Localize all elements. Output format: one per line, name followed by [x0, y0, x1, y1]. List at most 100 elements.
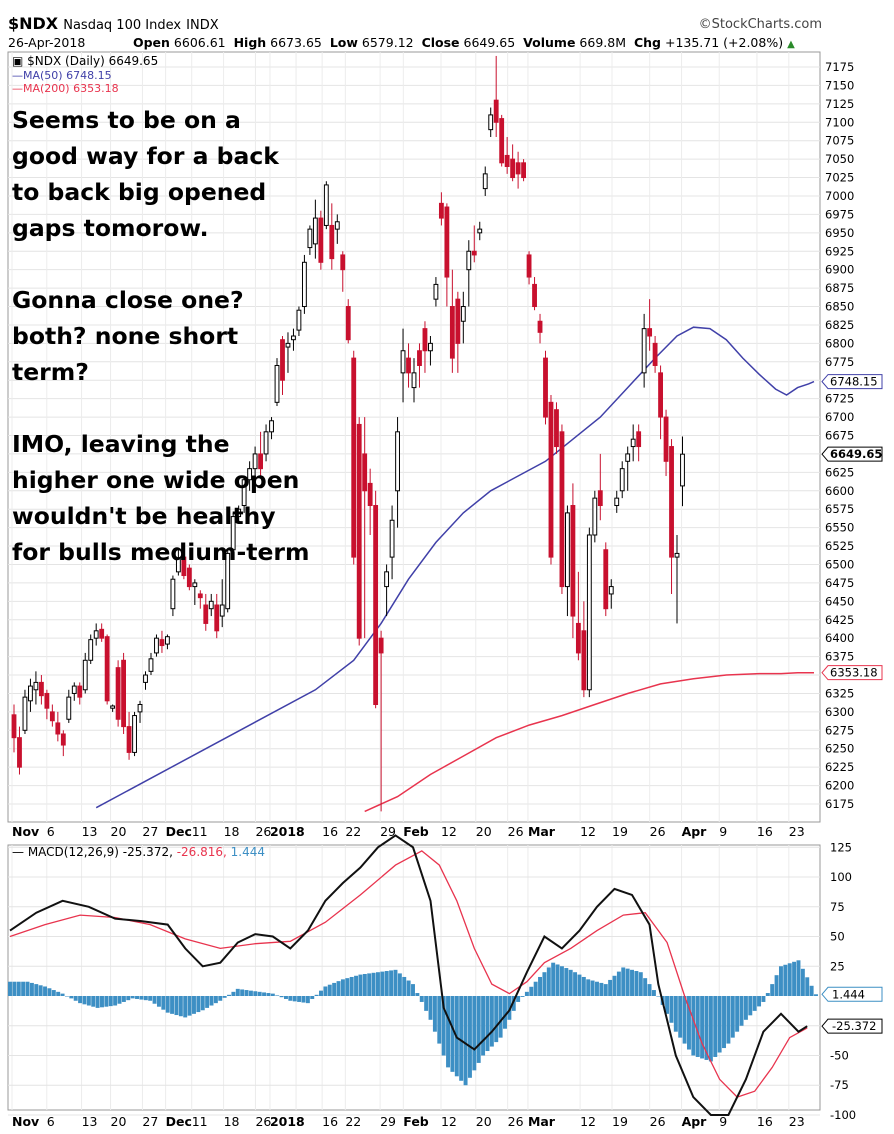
macd-hist-bar — [12, 981, 17, 996]
macd-hist-bar — [288, 996, 293, 1001]
macd-hist-bar — [599, 982, 604, 996]
candle-body — [38, 681, 44, 697]
macd-hist-bar — [345, 978, 350, 996]
candle-body — [143, 674, 148, 683]
candle-body — [636, 431, 642, 448]
price-tick-label: 6275 — [825, 723, 854, 737]
macd-signal-line — [9, 850, 808, 1098]
macd-hist-bar — [586, 979, 591, 996]
macd-hist-bar — [248, 990, 253, 996]
candle-body — [219, 604, 225, 617]
price-tick-label: 6300 — [825, 705, 854, 719]
close-label: Close — [421, 35, 460, 50]
macd-hist-bar — [463, 996, 468, 1086]
candle-body — [367, 482, 373, 507]
macd-x-tick-label: 13 — [82, 1114, 98, 1129]
macd-hist-bar — [485, 996, 490, 1052]
macd-hist-bar — [634, 971, 639, 996]
price-tick-label: 6600 — [825, 484, 854, 498]
price-tick-label: 7075 — [825, 134, 854, 148]
candle-body — [93, 630, 99, 639]
macd-hist-bar — [218, 996, 223, 1001]
macd-hist-bar — [200, 996, 205, 1011]
x-tick-label: 26 — [508, 824, 524, 839]
candle-body — [647, 328, 653, 337]
macd-hist-bar — [686, 996, 691, 1050]
price-tick-label: 7125 — [825, 97, 854, 111]
macd-hist-bar — [805, 977, 810, 996]
macd-hist-bar — [266, 993, 271, 996]
macd-hist-bar — [227, 994, 231, 996]
candle-body — [148, 658, 154, 672]
macd-hist-bar — [174, 996, 179, 1016]
candle-body — [55, 722, 61, 735]
macd-hist-bar — [209, 996, 214, 1006]
open-value: 6606.61 — [173, 35, 226, 50]
candle-body — [82, 659, 88, 691]
macd-hist-bar — [503, 996, 507, 1029]
macd-hist-bar — [86, 996, 91, 1006]
ohlc-line: 26-Apr-2018 Open 6606.61 High 6673.65 Lo… — [8, 35, 795, 50]
x-tick-label: 2018 — [270, 824, 305, 839]
macd-x-tick-label: Nov — [12, 1114, 39, 1129]
annotation-para-2: Gonna close one? both? none short term? — [12, 286, 244, 386]
candle-body — [258, 453, 263, 470]
x-tick-label: 13 — [82, 824, 98, 839]
annotation-para-1: Seems to be on a good way for a back to … — [12, 106, 279, 242]
candle-body — [280, 339, 285, 381]
macd-hist-bar — [459, 996, 464, 1081]
macd-x-tick-label: 27 — [142, 1114, 158, 1129]
macd-hist-bar — [292, 996, 297, 1002]
candle-body — [60, 733, 66, 746]
macd-hist-bar — [739, 996, 744, 1026]
macd-hist-bar — [340, 979, 345, 996]
candle-body — [586, 534, 592, 691]
price-tick-label: 6450 — [825, 594, 854, 608]
candle-body — [592, 497, 598, 536]
candle-body — [532, 283, 537, 308]
candle-body — [428, 342, 433, 352]
macd-hist-bar — [774, 975, 779, 996]
macd-x-tick-label: 12 — [441, 1114, 457, 1129]
macd-hist-bar — [748, 996, 753, 1016]
macd-hist-bar — [354, 975, 359, 996]
ma200-price-tag: 6353.18 — [830, 666, 878, 680]
x-tick-label: Mar — [528, 824, 556, 839]
price-tick-label: 6950 — [825, 226, 854, 240]
macd-x-tick-label: 12 — [580, 1114, 596, 1129]
macd-tick-label: -100 — [830, 1108, 856, 1122]
macd-hist-bar — [367, 973, 372, 996]
x-tick-label: 8 — [296, 824, 304, 839]
price-tick-label: 6725 — [825, 392, 854, 406]
candle-body — [504, 154, 510, 167]
macd-hist-bar — [161, 996, 166, 1010]
macd-hist-bar — [411, 984, 415, 996]
macd-hist-bar — [213, 996, 218, 1004]
macd-hist-bar — [235, 988, 240, 996]
macd-hist-bar — [778, 966, 783, 996]
candle-body — [548, 401, 554, 558]
macd-hist-bar — [722, 996, 726, 1049]
macd-x-tick-label: Mar — [528, 1114, 556, 1129]
low-label: Low — [329, 35, 358, 50]
x-tick-label: Nov — [12, 824, 39, 839]
candle-body — [477, 228, 483, 234]
macd-hist-bar — [669, 996, 674, 1023]
candle-body — [121, 659, 127, 728]
chg-value: +135.71 (+2.08%) — [664, 35, 784, 50]
macd-hist-bar — [47, 988, 52, 996]
macd-hist-bar — [603, 984, 608, 996]
macd-hist-bar — [91, 996, 96, 1007]
candle-body — [170, 578, 176, 610]
macd-hist-bar — [494, 996, 499, 1043]
price-tick-label: 6825 — [825, 318, 854, 332]
macd-hist-bar — [796, 960, 801, 996]
macd-hist-bar — [121, 996, 126, 1002]
price-tick-label: 6200 — [825, 779, 854, 793]
macd-hist-bar — [542, 972, 547, 996]
macd-hist-bar — [332, 982, 337, 996]
price-tick-label: 7000 — [825, 189, 854, 203]
macd-hist-bar — [761, 996, 766, 1002]
low-value: 6579.12 — [361, 35, 414, 50]
